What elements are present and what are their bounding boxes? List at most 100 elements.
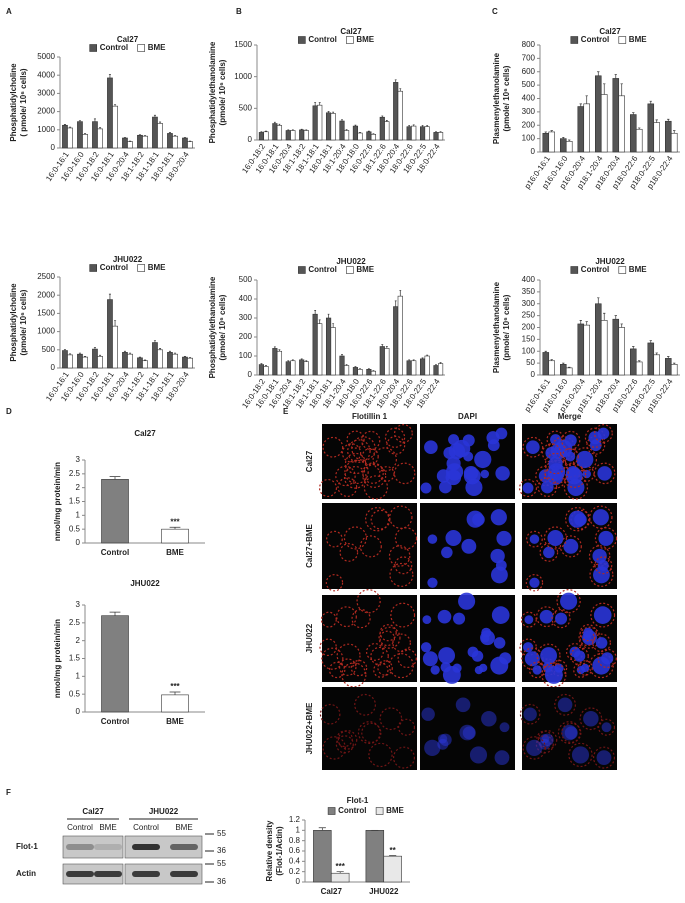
- y-tick-label: 3: [76, 455, 81, 464]
- error-bar: [620, 83, 623, 96]
- flotillin-signal: [559, 535, 582, 558]
- error-bar: [99, 354, 102, 357]
- y-tick-label: 0: [531, 147, 536, 156]
- error-bar: [399, 290, 402, 297]
- bar: [647, 342, 655, 376]
- bar: [629, 348, 637, 376]
- bar: [62, 124, 68, 149]
- y-tick-label: 0.5: [69, 689, 81, 698]
- y-tick-label: 2.5: [69, 469, 81, 478]
- bar: [370, 134, 377, 141]
- bar: [312, 105, 318, 141]
- bar: [559, 364, 567, 376]
- error-bar: [189, 140, 192, 142]
- bar: [161, 694, 189, 713]
- flotillin-signal: [378, 626, 401, 649]
- error-bar: [93, 118, 96, 122]
- column-header: Flotillin 1: [352, 412, 388, 421]
- legend-swatch: [346, 36, 354, 44]
- error-bar: [632, 346, 635, 349]
- nucleus: [592, 509, 609, 526]
- flotillin-signal: [378, 466, 395, 482]
- error-bar: [169, 526, 181, 530]
- error-bar: [579, 320, 582, 324]
- error-bar: [287, 360, 290, 362]
- y-axis-label: nmol/mg protein/min: [53, 619, 62, 698]
- nucleus: [480, 469, 490, 479]
- error-bar: [63, 123, 66, 126]
- y-tick-label: 1000: [37, 125, 55, 134]
- y-tick-label: 400: [522, 275, 536, 284]
- error-bar: [183, 137, 186, 138]
- flotillin-signal: [557, 721, 581, 745]
- y-tick-label: 1: [76, 671, 81, 680]
- error-bar: [655, 119, 658, 123]
- error-bar: [399, 88, 402, 92]
- bar: [67, 354, 73, 369]
- bar: [393, 82, 399, 141]
- bar: [330, 113, 336, 141]
- error-bar: [265, 130, 267, 132]
- error-bar: [394, 300, 397, 307]
- lane-label: Control: [67, 823, 93, 832]
- blot-band: [170, 844, 198, 850]
- y-tick-label: 200: [522, 323, 536, 332]
- blot-band: [94, 844, 122, 850]
- bar: [379, 346, 385, 376]
- error-bar: [168, 132, 171, 134]
- y-tick-label: 0: [51, 143, 56, 152]
- bar: [325, 112, 332, 141]
- error-bar: [278, 123, 281, 126]
- nucleus: [529, 577, 540, 588]
- bar: [285, 130, 291, 141]
- error-bar: [314, 102, 317, 106]
- bar: [142, 360, 148, 369]
- flotillin-signal: [379, 707, 403, 731]
- error-bar: [673, 130, 676, 134]
- bar: [303, 130, 309, 141]
- error-bar: [123, 137, 126, 138]
- bar: [653, 354, 660, 376]
- nucleus: [445, 529, 462, 546]
- error-bar: [562, 362, 565, 365]
- bar: [437, 132, 444, 141]
- bar: [258, 132, 265, 141]
- bar: [548, 360, 555, 376]
- nucleus: [529, 534, 540, 544]
- nucleus: [555, 612, 568, 625]
- nucleus: [495, 427, 508, 440]
- bar: [107, 299, 113, 369]
- error-bar: [345, 129, 348, 131]
- flotillin-signal: [372, 447, 397, 472]
- flotillin-signal: [386, 435, 406, 455]
- flotillin-signal: [551, 608, 571, 629]
- legend-label: BME: [148, 43, 166, 52]
- error-bar: [394, 79, 397, 83]
- legend-swatch: [298, 266, 306, 274]
- error-bar: [305, 129, 308, 131]
- legend-label: Control: [308, 35, 336, 44]
- error-bar: [260, 363, 263, 365]
- nucleus: [446, 456, 461, 471]
- error-bar: [305, 360, 308, 362]
- flotillin-signal: [544, 459, 569, 485]
- bar: [352, 367, 359, 376]
- nucleus: [598, 530, 614, 546]
- panel-label: E: [283, 407, 289, 416]
- bar: [263, 366, 269, 376]
- bar: [406, 360, 412, 376]
- nucleus: [595, 637, 608, 649]
- bar: [157, 123, 163, 149]
- y-tick-label: 0.4: [289, 856, 301, 865]
- nucleus: [494, 750, 510, 766]
- nucleus: [453, 612, 466, 625]
- flotillin-signal: [394, 424, 413, 443]
- flotillin-signal: [522, 736, 546, 760]
- legend-label: BME: [629, 35, 647, 44]
- flotillin-signal: [593, 462, 616, 485]
- flotillin-signal: [361, 430, 381, 451]
- bar: [62, 350, 68, 369]
- flotillin-signal: [336, 643, 361, 668]
- chart-title: JHU022: [113, 255, 143, 264]
- y-tick-label: 4000: [37, 70, 55, 79]
